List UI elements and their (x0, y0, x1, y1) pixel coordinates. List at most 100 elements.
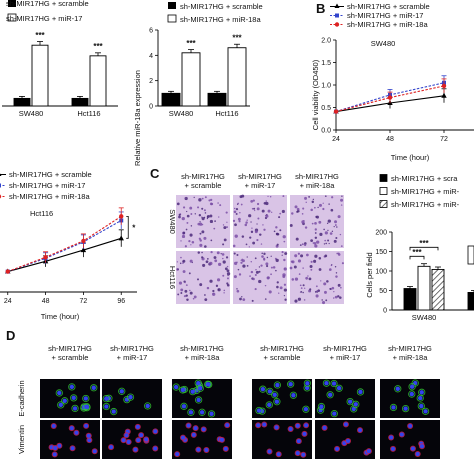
migrated-cell (311, 200, 315, 204)
cell-nucleus (87, 438, 92, 443)
legend-label-scramble: sh-MIR17HG + scramble (6, 0, 89, 8)
cell-nucleus (358, 389, 363, 395)
migrated-cell (314, 236, 318, 240)
migrated-cell (232, 244, 236, 248)
cell-nucleus (86, 433, 91, 438)
migrated-cell (323, 228, 325, 231)
cell-nucleus (72, 406, 78, 411)
migrated-cell (328, 242, 330, 245)
migrated-cell (227, 274, 229, 277)
migrated-cell (190, 225, 193, 227)
migrated-cell (256, 202, 260, 206)
cell-nucleus (274, 399, 280, 404)
migrated-cell (236, 289, 240, 293)
migrated-cell (310, 208, 313, 212)
migrated-cell (337, 253, 341, 256)
cell-nucleus (70, 446, 75, 451)
migrated-cell (202, 263, 206, 267)
cell-membrane-stain (421, 407, 430, 415)
cell-membrane-stain (57, 401, 65, 409)
migrated-cell (315, 285, 318, 288)
migrated-cell (267, 209, 271, 213)
migrated-cell (317, 206, 319, 209)
cell-nucleus (62, 398, 67, 403)
migrated-cell (337, 295, 340, 298)
cell-membrane-stain (179, 386, 187, 394)
cell-nucleus (322, 425, 327, 430)
migrated-cell (263, 228, 266, 231)
cell-nucleus (256, 423, 261, 428)
column-header: + miR-17 (245, 181, 276, 190)
panel-label-b: B (316, 1, 325, 16)
y-axis-label: Cell viability (OD450) (311, 59, 320, 130)
migrated-cell (278, 216, 281, 219)
migrated-cell (179, 262, 182, 265)
x-tick-label: SW480 (412, 313, 437, 322)
cell-nucleus (324, 381, 329, 386)
migrated-cell (301, 243, 304, 246)
migrated-cell (270, 255, 272, 257)
cell-nucleus (139, 433, 144, 438)
panel-label-c: C (150, 166, 160, 181)
cell-nucleus (327, 392, 333, 397)
migrated-cell (204, 298, 208, 302)
migrated-cell (251, 227, 253, 229)
migrated-cell (294, 254, 298, 258)
cell-membrane-stain (330, 410, 338, 418)
cell-nucleus (190, 389, 195, 394)
migrated-cell (203, 209, 206, 212)
legend-label: sh-MIR17HG + miR-18a (9, 192, 90, 201)
cell-nucleus (336, 386, 342, 391)
cell-membrane-stain (126, 393, 135, 401)
row-label: SW480 (168, 209, 177, 234)
migrated-cell (190, 244, 192, 246)
cell-nucleus (193, 426, 198, 431)
migrated-cell (326, 280, 329, 283)
bar (31, 44, 49, 107)
cell-nucleus (173, 384, 179, 390)
significance-bracket (126, 215, 129, 239)
migrated-cell (268, 290, 272, 294)
migrated-cell (236, 203, 239, 205)
migrated-cell (236, 288, 238, 290)
legend-swatch (379, 174, 388, 182)
migrated-cell (299, 284, 302, 287)
migrated-cell (290, 260, 294, 263)
migrated-cell (235, 212, 238, 215)
migrated-cell (311, 222, 314, 225)
migrated-cell (258, 270, 261, 273)
migrated-cell (201, 197, 204, 200)
migrated-cell (330, 208, 334, 212)
migrated-cell (185, 294, 188, 297)
migrated-cell (283, 288, 287, 292)
migrated-cell (182, 259, 186, 263)
migrated-cell (319, 232, 323, 236)
x-tick-label: 24 (4, 298, 12, 305)
migrated-cell (189, 289, 191, 292)
migrated-cell (297, 252, 301, 255)
migrated-cell (302, 291, 304, 294)
y-tick-label: 0.5 (321, 105, 331, 112)
migrated-cell (237, 217, 241, 221)
migrated-cell (313, 242, 317, 245)
migrated-cell (214, 259, 218, 263)
cell-membrane-stain (352, 400, 360, 408)
migrated-cell (334, 266, 337, 268)
cell-nucleus (423, 409, 428, 414)
migrated-cell (327, 229, 329, 232)
x-tick-label: SW480 (19, 109, 44, 118)
migrated-cell (332, 297, 335, 299)
migrated-cell (215, 284, 219, 287)
cell-nucleus (71, 395, 76, 401)
hct116-viability-line-chart: sh-MIR17HG + scramble sh-MIR17HG + miR-17… (0, 170, 137, 321)
bar (181, 52, 201, 107)
migrated-cell (178, 213, 181, 216)
migrated-cell (252, 241, 256, 245)
cell-membrane-stain (322, 379, 331, 387)
column-header: sh-MIR17HG (388, 344, 432, 353)
migrated-cell (265, 264, 269, 268)
migrated-cell (329, 232, 333, 235)
x-tick-label: 96 (117, 298, 125, 305)
y-tick-label: 150 (375, 249, 387, 256)
